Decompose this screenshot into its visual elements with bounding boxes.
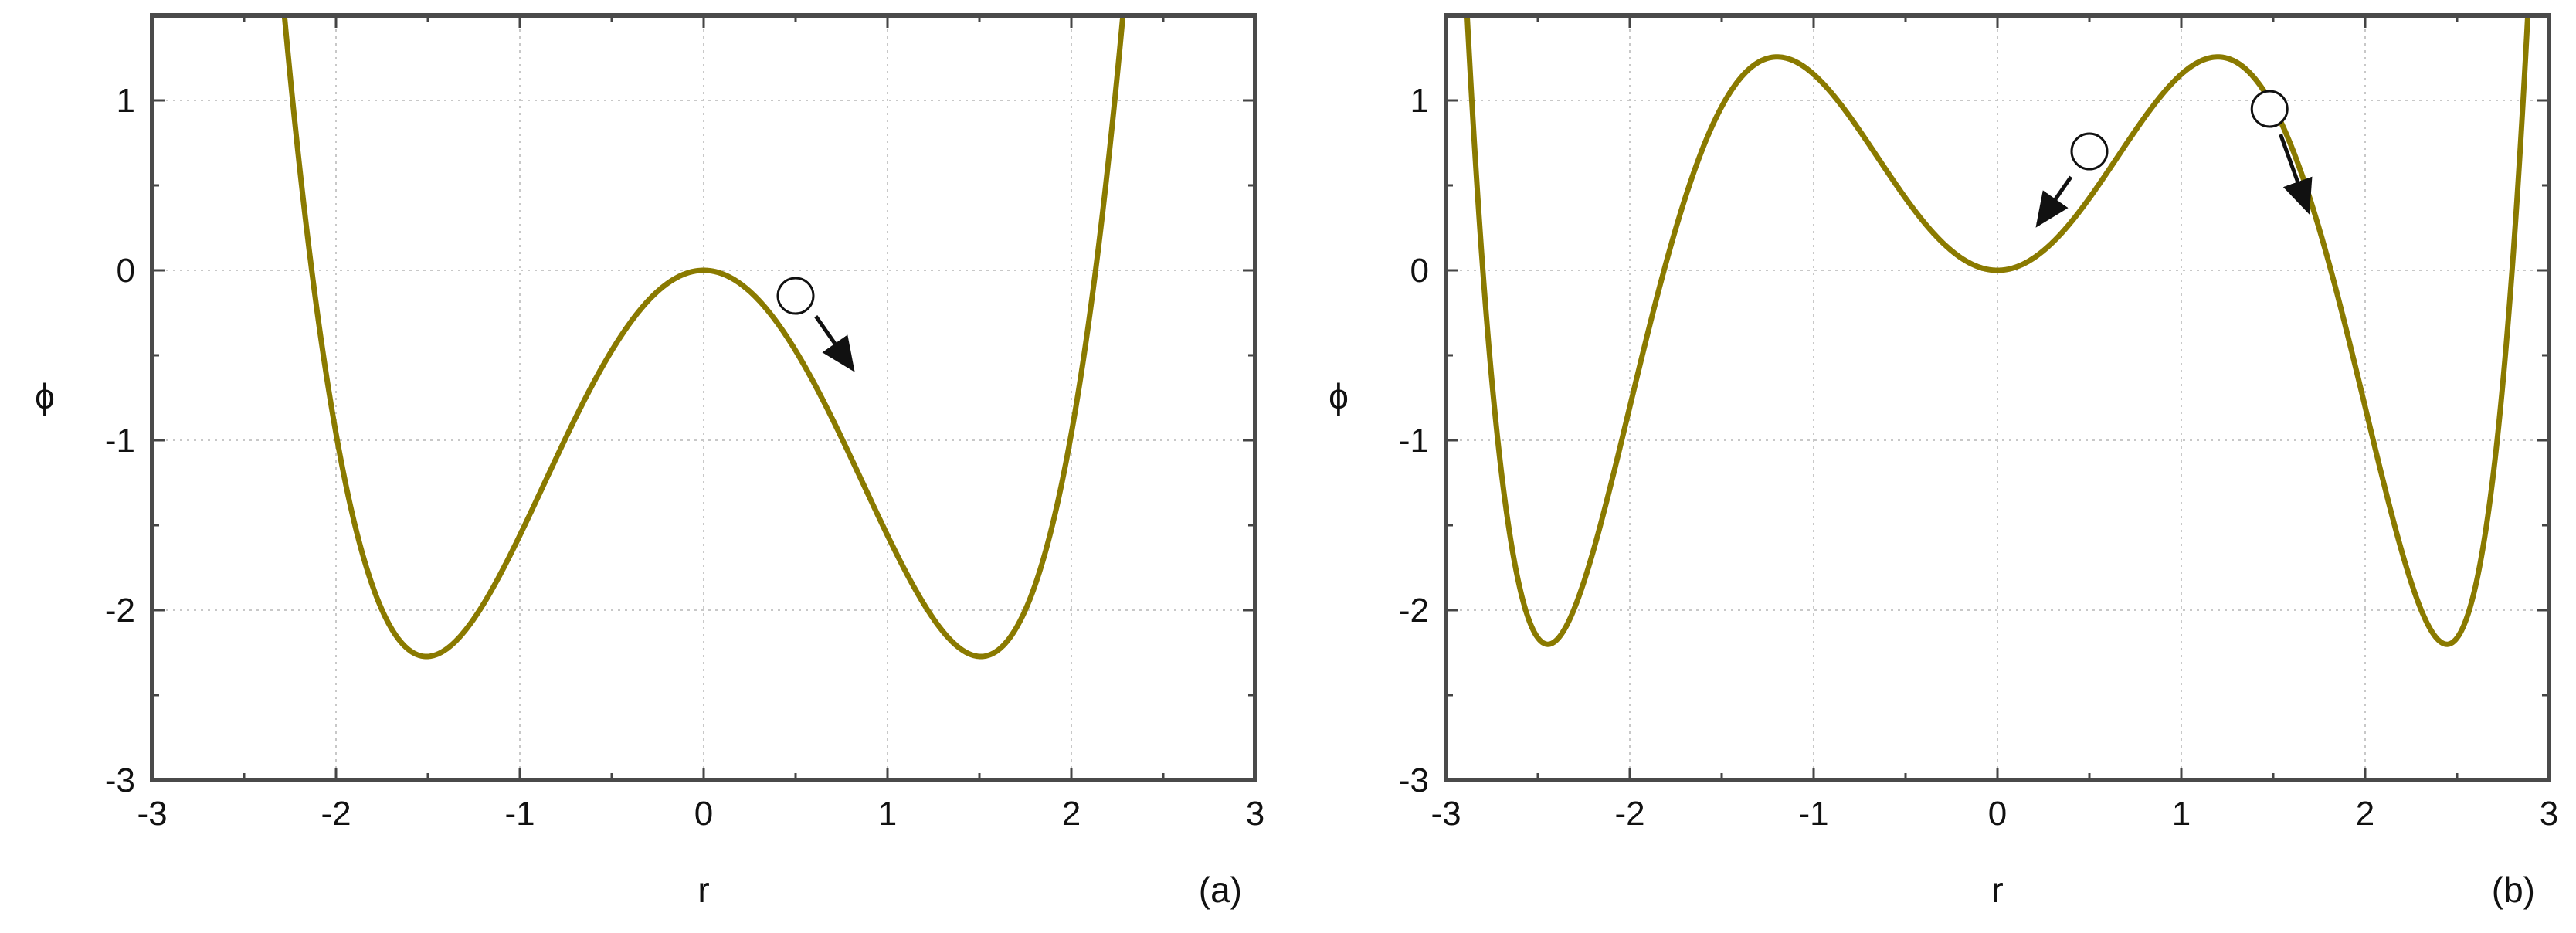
x-axis-label: r [697, 870, 709, 910]
x-tick-label: 1 [2172, 795, 2191, 833]
motion-arrow [2035, 175, 2073, 228]
motion-arrow [2279, 134, 2313, 215]
x-tick-label: -2 [321, 795, 351, 833]
motion-arrow [814, 314, 855, 372]
y-axis-label: ϕ [1329, 376, 1349, 416]
x-tick-label: 3 [1246, 795, 1264, 833]
potential-curve [1464, 15, 2531, 647]
y-tick-label: -3 [1399, 762, 1429, 799]
ball-marker [776, 277, 815, 315]
y-tick-label: -1 [1399, 422, 1429, 460]
plot-frame [150, 13, 1257, 782]
panel-tag: (b) [2492, 870, 2535, 910]
panel-b: -3 -2 -1 0 1 2 3 -3 -2 -1 0 1 r ϕ (b) [1329, 13, 2558, 910]
x-tick-label: -1 [504, 795, 535, 833]
panel-a: -3 -2 -1 0 1 2 3 -3 -2 -1 0 1 r ϕ (a) [35, 13, 1264, 910]
y-tick-label: -2 [1399, 592, 1429, 629]
x-tick-label: -2 [1614, 795, 1644, 833]
plot-frame [1444, 13, 2551, 782]
y-tick-label: -2 [105, 592, 135, 629]
y-tick-label: 1 [1410, 82, 1429, 120]
x-tick-label: 1 [878, 795, 897, 833]
y-axis-label: ϕ [35, 376, 55, 416]
x-tick-label: 0 [1988, 795, 2007, 833]
potential-curve [281, 15, 1126, 660]
ball-marker [2250, 90, 2289, 128]
y-tick-label: 1 [117, 82, 135, 120]
x-tick-label: 2 [2356, 795, 2374, 833]
x-tick-label: -3 [137, 795, 167, 833]
x-tick-label: 3 [2540, 795, 2558, 833]
x-tick-label: -1 [1798, 795, 1828, 833]
x-tick-label: -3 [1431, 795, 1461, 833]
x-axis-label: r [1991, 870, 2003, 910]
y-tick-label: 0 [1410, 252, 1429, 290]
x-tick-label: 0 [694, 795, 713, 833]
ball-marker [2070, 132, 2109, 171]
panel-tag: (a) [1199, 870, 1242, 910]
y-tick-label: 0 [117, 252, 135, 290]
y-tick-label: -3 [105, 762, 135, 799]
x-tick-label: 2 [1062, 795, 1081, 833]
y-tick-label: -1 [105, 422, 135, 460]
